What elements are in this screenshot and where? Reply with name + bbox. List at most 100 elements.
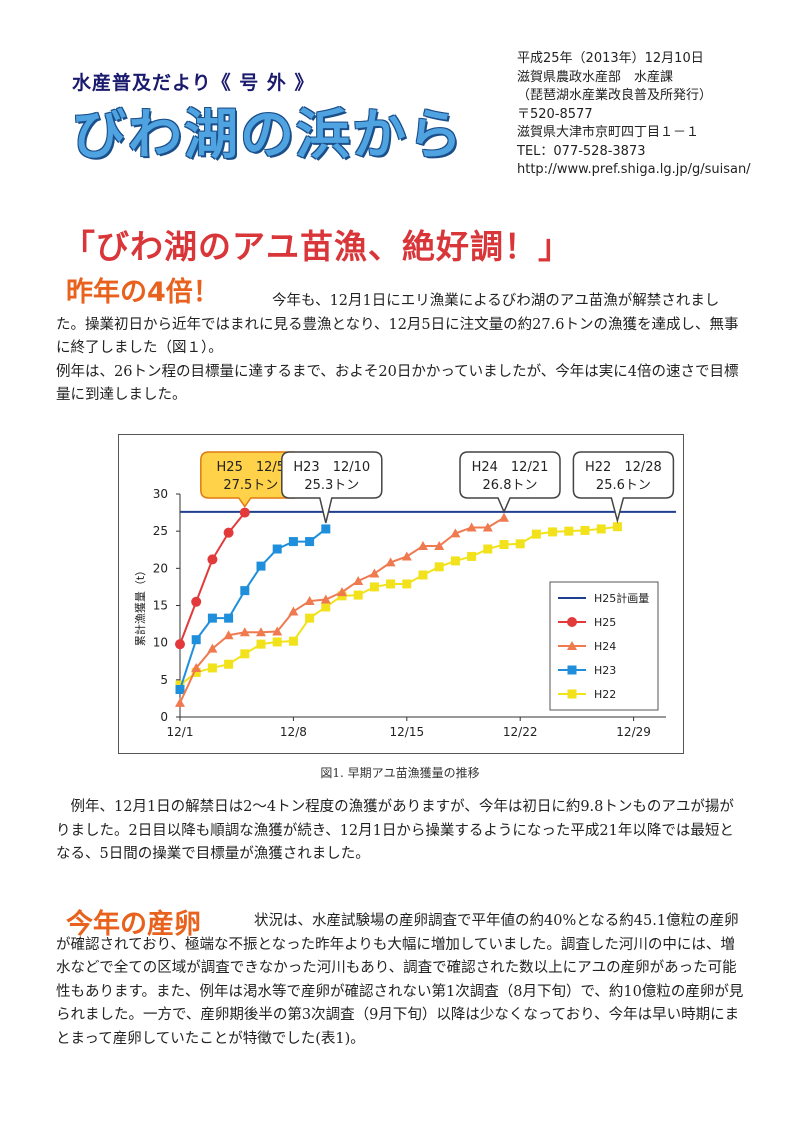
- y-tick-label: 0: [160, 710, 168, 724]
- series-H23: [175, 524, 331, 694]
- point-H23: [305, 537, 315, 547]
- y-axis-label: 累計漁獲量（t）: [133, 565, 147, 646]
- point-H22: [272, 637, 282, 647]
- section3-body: 状況は、水産試験場の産卵調査で平年値の約40%となる約45.1億粒の産卵が確認さ…: [56, 910, 746, 1051]
- point-H24: [191, 662, 202, 672]
- x-tick-label: 12/29: [616, 725, 651, 739]
- catch-trend-chart: 0 5 10 15 20 25 30 12/1 12/8 12/15 12/22 12/29 累計漁獲量…: [118, 434, 684, 754]
- callout-line1: H25 12/5: [217, 460, 286, 475]
- callout-bubble: [281, 451, 383, 524]
- point-H22: [467, 551, 477, 561]
- point-H22: [288, 636, 298, 646]
- callout-line1: H24 12/21: [472, 460, 549, 475]
- callout-line2: 25.3トン: [304, 478, 359, 493]
- callout-line1: H23 12/10: [293, 460, 370, 475]
- y-tick-label: 30: [153, 487, 168, 501]
- newsletter-main-title: びわ湖の浜から: [72, 103, 464, 166]
- publisher-address: 滋賀県大津市京町四丁目１－１: [517, 125, 700, 140]
- point-H23: [256, 561, 266, 571]
- callout-line1: H22 12/28: [585, 460, 662, 475]
- point-H22: [612, 522, 622, 532]
- point-H22: [418, 570, 428, 580]
- point-H22: [353, 590, 363, 600]
- point-H22: [548, 527, 558, 537]
- point-H24: [175, 697, 185, 707]
- point-H25: [567, 617, 577, 627]
- point-H22: [515, 539, 525, 549]
- section3-first-line: 状況は、水産試験場の産卵調査で平年値の約40%となる約45.1億粒: [254, 913, 696, 929]
- point-H22: [434, 562, 444, 572]
- point-H24: [401, 551, 412, 561]
- point-H23: [288, 537, 298, 547]
- point-H22: [369, 582, 379, 592]
- point-H23: [321, 524, 331, 534]
- point-H22: [386, 579, 396, 589]
- newsletter-series-title: 水産普及だより《 号 外 》: [72, 72, 315, 94]
- point-H22: [531, 529, 541, 539]
- publisher-info: 平成25年（2013年）12月10日 滋賀県農政水産部 水産課 （琵琶湖水産業改…: [517, 50, 751, 180]
- point-H24: [239, 627, 250, 637]
- chart-plot-layer: 0 5 10 15 20 25 30 12/1 12/8 12/15 12/22 12/29 累計漁獲量…: [133, 451, 676, 739]
- point-H24: [304, 596, 315, 606]
- y-tick-label: 20: [153, 561, 168, 575]
- point-H23: [240, 586, 250, 596]
- section-heading-this-year-4x: 昨年の4倍！: [66, 277, 220, 308]
- point-H23: [567, 665, 577, 675]
- callout-bubble: [459, 451, 561, 514]
- x-tick-label: 12/1: [167, 725, 194, 739]
- point-H24: [337, 587, 347, 597]
- point-H24: [353, 575, 364, 585]
- point-H24: [288, 606, 299, 616]
- point-H24: [418, 541, 428, 551]
- point-H22: [450, 556, 460, 566]
- point-H24: [369, 568, 380, 578]
- point-H24: [567, 641, 577, 650]
- publisher-dept: 滋賀県農政水産部 水産課: [517, 69, 674, 85]
- point-H25: [239, 507, 250, 518]
- point-H24: [207, 643, 218, 653]
- legend-label: H22: [594, 688, 616, 701]
- section1-paragraph-2: 例年は、26トン程の目標量に達するまで、およそ20日かかっていましたが、今年は実…: [56, 363, 739, 404]
- point-H22: [321, 602, 331, 612]
- point-H22: [191, 667, 201, 677]
- point-H25: [223, 527, 234, 538]
- series-H24: [175, 512, 509, 707]
- callout-line2: 27.5トン: [223, 478, 278, 493]
- section-heading-spawning: 今年の産卵: [66, 909, 201, 940]
- callout-line2: 26.8トン: [483, 478, 538, 493]
- point-H24: [499, 512, 509, 522]
- point-H24: [466, 522, 477, 532]
- legend-label: H23: [594, 664, 616, 677]
- section3-paragraph: 状況は、水産試験場の産卵調査で平年値の約40%となる約45.1億粒の産卵が確認さ…: [56, 910, 746, 1051]
- point-H25: [175, 639, 185, 650]
- article-headline: 「びわ湖のアユ苗漁、絶好調！」: [62, 227, 572, 266]
- legend-label: H24: [594, 640, 616, 653]
- callout-H23: H23 12/10 25.3トン: [281, 451, 383, 524]
- y-tick-label: 15: [153, 599, 168, 613]
- x-tick-label: 12/15: [390, 725, 425, 739]
- y-tick-label: 25: [153, 524, 168, 538]
- point-H23: [207, 613, 217, 623]
- point-H24: [272, 626, 283, 636]
- point-H24: [434, 541, 445, 551]
- point-H22: [207, 663, 217, 673]
- point-H23: [191, 635, 201, 645]
- point-H22: [499, 540, 509, 550]
- point-H22: [305, 613, 315, 623]
- y-tick-label: 10: [153, 636, 168, 650]
- point-H25: [207, 554, 218, 565]
- point-H23: [224, 613, 234, 623]
- publisher-url[interactable]: http://www.pref.shiga.lg.jp/g/suisan/: [517, 162, 751, 177]
- point-H22: [402, 579, 412, 589]
- callout-line2: 25.6トン: [596, 478, 651, 493]
- section1-paragraph: 今年も、12月1日にエリ漁業によるびわ湖のアユ苗漁が解禁されました。操業初日から…: [56, 290, 746, 361]
- publisher-issuer: （琵琶湖水産業改良普及所発行）: [517, 88, 713, 103]
- legend-label: H25計画量: [594, 591, 649, 605]
- section3-rest: の産卵が確認されており、極端な不振となった昨年よりも大幅に増加していました。調査…: [56, 913, 744, 1047]
- point-H23: [175, 684, 185, 694]
- figure-caption: 図1. 早期アユ苗漁獲量の推移: [320, 766, 480, 780]
- point-H24: [256, 627, 266, 637]
- point-H22: [240, 649, 250, 659]
- section1-first-line: 今年も、12月1日にエリ漁業によるびわ湖のアユ苗漁が解禁され: [272, 293, 691, 309]
- section2-body: 例年、12月1日の解禁日は2～4トン程度の漁獲がありますが、今年は初日に約9.8…: [56, 796, 746, 867]
